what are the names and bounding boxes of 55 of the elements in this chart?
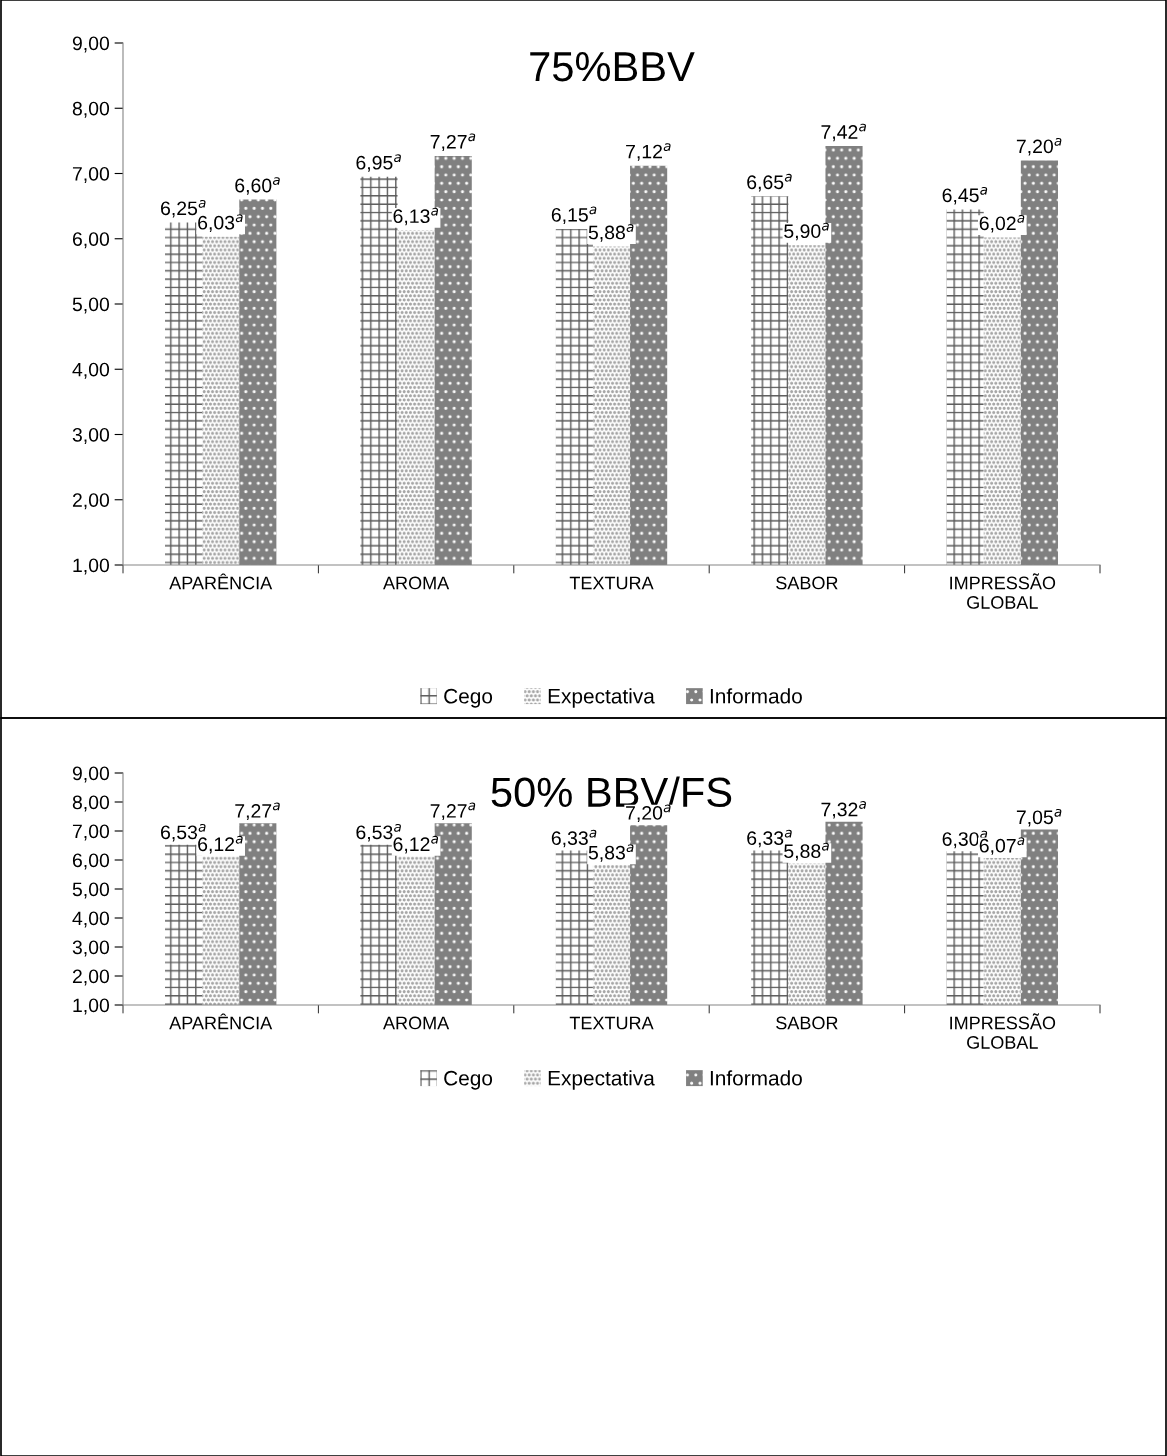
y-tick-label: 1,00 xyxy=(73,558,110,575)
x-tick-label: TEXTURA xyxy=(569,1016,654,1030)
data-label: 6,60$^{a}$ xyxy=(235,177,280,195)
y-tick-label: 3,00 xyxy=(72,940,110,957)
y-tick-label: 6,00 xyxy=(72,853,110,870)
y-tick-label: 7,00 xyxy=(72,166,110,184)
x-tick-label: AROMA xyxy=(383,1016,450,1030)
y-tick-label: 4,00 xyxy=(72,362,110,379)
chart-title: 75%BBV xyxy=(530,52,695,82)
legend-label: Informado xyxy=(710,1070,802,1086)
data-label: 7,12$^{a}$ xyxy=(626,143,671,161)
legend-label: Informado xyxy=(710,688,802,704)
data-label: 6,13$^{a}$ xyxy=(393,207,439,226)
data-label: 7,27$^{a}$ xyxy=(430,802,476,821)
data-label: 5,88$^{a}$ xyxy=(588,224,634,242)
y-tick-label: 2,00 xyxy=(72,493,110,510)
y-tick-label: 5,00 xyxy=(72,297,110,314)
data-label: 7,05$^{a}$ xyxy=(1016,808,1062,827)
y-tick-label: 3,00 xyxy=(72,427,110,445)
y-tick-label: 4,00 xyxy=(72,911,110,928)
y-tick-label: 9,00 xyxy=(72,766,110,783)
data-label: 6,95$^{a}$ xyxy=(356,154,401,172)
data-label: 6,65$^{a}$ xyxy=(747,173,792,192)
legend-label: Expectativa xyxy=(548,1070,655,1090)
y-tick-label: 8,00 xyxy=(72,795,110,812)
x-tick-label: TEXTURA xyxy=(569,576,654,590)
y-tick-label: 7,00 xyxy=(72,824,110,841)
x-tick-label: SABOR xyxy=(776,1016,838,1030)
data-label: 6,02$^{a}$ xyxy=(979,214,1025,233)
data-label: 7,32$^{a}$ xyxy=(821,801,866,819)
y-tick-label: 1,00 xyxy=(73,998,110,1015)
x-tick-label: SABOR xyxy=(776,576,838,590)
x-tick-label: IMPRESSÃO GLOBAL xyxy=(950,1013,1056,1049)
data-label: 6,15$^{a}$ xyxy=(551,206,597,225)
data-label: 7,27$^{a}$ xyxy=(430,133,476,151)
x-tick-label: IMPRESSÃO GLOBAL xyxy=(950,573,1056,609)
legend-label: Expectativa xyxy=(548,688,655,708)
legend-label: Cego xyxy=(444,1070,493,1090)
y-tick-label: 8,00 xyxy=(72,101,110,118)
y-tick-label: 2,00 xyxy=(72,969,110,986)
data-label: 5,90$^{a}$ xyxy=(784,222,829,241)
data-label: 7,20$^{a}$ xyxy=(1016,137,1062,156)
y-tick-label: 6,00 xyxy=(72,232,110,249)
data-label: 6,03$^{a}$ xyxy=(198,214,243,232)
data-label: 6,45$^{a}$ xyxy=(942,186,988,205)
data-label: 5,83$^{a}$ xyxy=(588,844,634,862)
y-tick-label: 5,00 xyxy=(72,882,110,899)
data-label: 6,07$^{a}$ xyxy=(979,837,1025,855)
legend-label: Cego xyxy=(444,688,493,708)
data-label: 7,42$^{a}$ xyxy=(821,123,866,142)
data-label: 7,27$^{a}$ xyxy=(235,802,280,821)
x-tick-label: APARÊNCIA xyxy=(169,1013,273,1030)
x-tick-label: APARÊNCIA xyxy=(169,573,273,590)
x-tick-label: AROMA xyxy=(383,576,450,590)
y-tick-label: 9,00 xyxy=(72,36,110,53)
